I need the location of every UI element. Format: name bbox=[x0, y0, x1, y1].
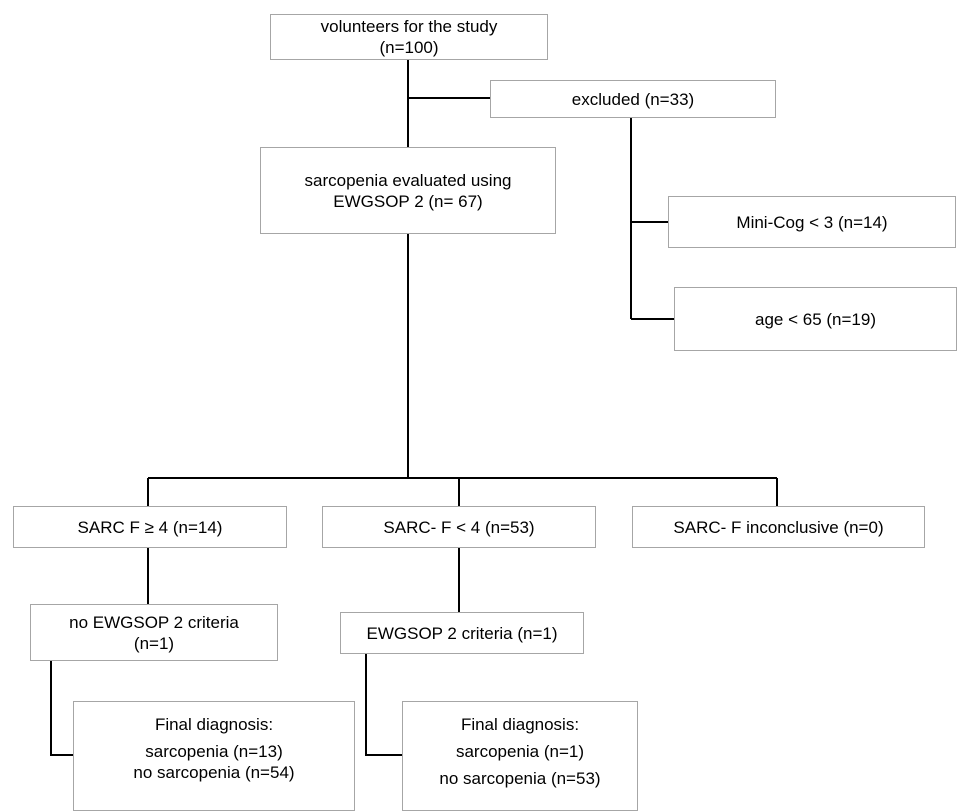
final-diagnosis-right-box: Final diagnosis: sarcopenia (n=1) no sar… bbox=[402, 701, 638, 811]
final-left-title: Final diagnosis: bbox=[154, 715, 274, 734]
age-label: age < 65 (n=19) bbox=[755, 309, 876, 329]
sarc-f-inconclusive-label: SARC- F inconclusive (n=0) bbox=[673, 517, 884, 537]
sarc-f-ge4-label: SARC F ≥ 4 (n=14) bbox=[77, 517, 223, 537]
excluded-box: excluded (n=33) bbox=[490, 80, 776, 118]
sarc-f-inconclusive-box: SARC- F inconclusive (n=0) bbox=[632, 506, 925, 548]
sarc-f-lt4-box: SARC- F < 4 (n=53) bbox=[322, 506, 596, 548]
final-right-title: Final diagnosis: bbox=[460, 715, 580, 734]
ewgsop-box: EWGSOP 2 criteria (n=1) bbox=[340, 612, 584, 654]
volunteers-line1: volunteers for the study bbox=[320, 17, 498, 36]
no-ewgsop-box: no EWGSOP 2 criteria (n=1) bbox=[30, 604, 278, 661]
age-box: age < 65 (n=19) bbox=[674, 287, 957, 351]
no-ewgsop-line1: no EWGSOP 2 criteria bbox=[69, 612, 239, 632]
excluded-label: excluded (n=33) bbox=[571, 89, 695, 109]
final-diagnosis-left-box: Final diagnosis: sarcopenia (n=13) no sa… bbox=[73, 701, 355, 811]
final-left-line1: sarcopenia (n=13) bbox=[145, 742, 283, 761]
mini-cog-box: Mini-Cog < 3 (n=14) bbox=[668, 196, 956, 248]
no-ewgsop-line2: (n=1) bbox=[133, 633, 175, 653]
final-right-line1: sarcopenia (n=1) bbox=[455, 742, 585, 761]
connector-ewg-final bbox=[365, 654, 402, 756]
evaluated-box: sarcopenia evaluated using EWGSOP 2 (n= … bbox=[260, 147, 556, 234]
sarc-f-lt4-label: SARC- F < 4 (n=53) bbox=[383, 517, 535, 537]
mini-cog-label: Mini-Cog < 3 (n=14) bbox=[736, 212, 888, 232]
evaluated-line1: sarcopenia evaluated using bbox=[304, 170, 512, 190]
final-left-line2: no sarcopenia (n=54) bbox=[133, 763, 295, 782]
final-right-line2: no sarcopenia (n=53) bbox=[439, 769, 601, 788]
connector-noewg-final bbox=[50, 661, 73, 756]
volunteers-line2: (n=100) bbox=[379, 38, 439, 57]
sarc-f-ge4-box: SARC F ≥ 4 (n=14) bbox=[13, 506, 287, 548]
ewgsop-label: EWGSOP 2 criteria (n=1) bbox=[366, 623, 558, 643]
evaluated-line2: EWGSOP 2 (n= 67) bbox=[333, 191, 483, 211]
volunteers-box: volunteers for the study (n=100) bbox=[270, 14, 548, 60]
